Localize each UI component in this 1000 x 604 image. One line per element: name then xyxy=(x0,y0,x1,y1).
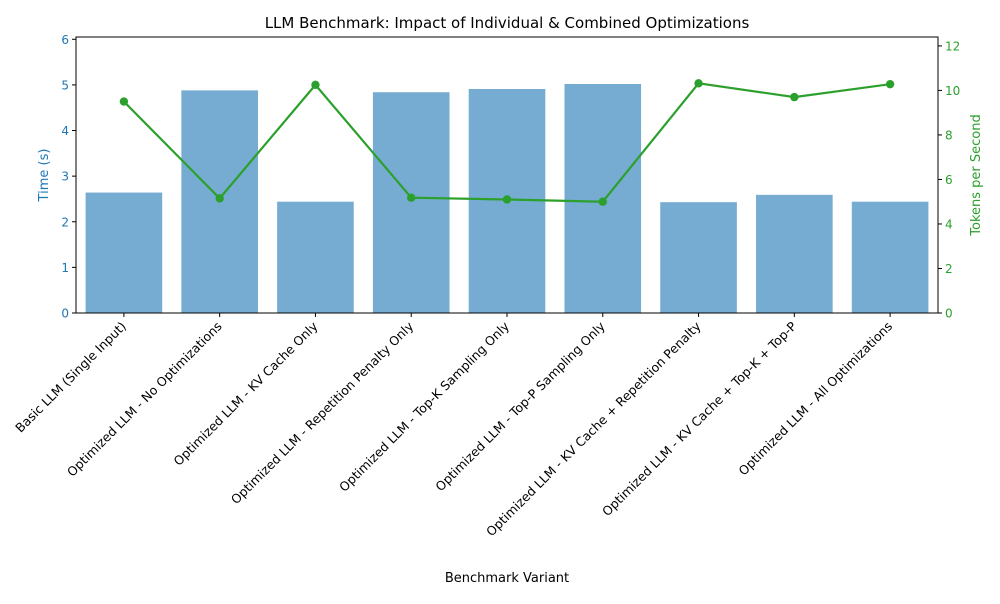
y-axis-right-label: Tokens per Second xyxy=(969,114,984,236)
bar-8 xyxy=(851,201,929,313)
x-tick-label: Optimized LLM - Top-P Sampling Only xyxy=(432,318,608,494)
y-left-tick-label: 6 xyxy=(61,33,69,47)
bar-2 xyxy=(277,201,354,313)
bar-3 xyxy=(372,92,450,313)
y-left-tick-label: 3 xyxy=(61,170,69,184)
bar-0 xyxy=(85,192,163,313)
line-point-8 xyxy=(885,79,895,89)
line-layer xyxy=(119,79,895,206)
y-left-tick-label: 1 xyxy=(61,261,69,275)
line-point-4 xyxy=(502,195,512,204)
y-right-tick-label: 2 xyxy=(945,262,953,276)
y-left-tick-label: 0 xyxy=(61,307,69,321)
chart-title: LLM Benchmark: Impact of Individual & Co… xyxy=(265,14,750,32)
line-point-0 xyxy=(119,97,129,106)
x-tick-label: Optimized LLM - No Optimizations xyxy=(64,319,225,480)
x-tick-label: Optimized LLM - Top-K Sampling Only xyxy=(336,318,513,495)
y-right-tick-label: 10 xyxy=(945,84,960,98)
y-left-tick-label: 5 xyxy=(61,78,69,92)
y-left-tick-label: 4 xyxy=(61,124,69,138)
y-axis-left-label: Time (s) xyxy=(37,149,52,203)
x-tick-label: Optimized LLM - Repetition Penalty Only xyxy=(228,318,417,507)
y-right-tick-label: 4 xyxy=(945,217,953,231)
y-right-tick-label: 6 xyxy=(945,173,953,187)
y-right-tick-label: 0 xyxy=(945,307,953,321)
x-axis-label: Benchmark Variant xyxy=(445,571,569,586)
line-point-6 xyxy=(694,79,703,88)
line-point-2 xyxy=(311,80,320,90)
y-right-tick-label: 8 xyxy=(945,128,953,142)
x-tick-label: Optimized LLM - KV Cache + Repetition Pe… xyxy=(483,318,704,539)
x-tick-label: Optimized LLM - KV Cache + Top-K + Top-P xyxy=(599,318,800,519)
line-point-7 xyxy=(790,92,799,102)
line-point-1 xyxy=(215,194,224,203)
x-tick-label: Optimized LLM - All Optimizations xyxy=(735,319,895,479)
line-point-3 xyxy=(407,193,416,202)
bar-6 xyxy=(660,202,737,313)
y-left-tick-label: 2 xyxy=(61,215,69,229)
x-tick-label: Basic LLM (Single Input) xyxy=(12,319,129,436)
line-point-5 xyxy=(598,197,607,206)
y-right-tick-label: 12 xyxy=(945,39,960,53)
bar-7 xyxy=(756,194,833,313)
